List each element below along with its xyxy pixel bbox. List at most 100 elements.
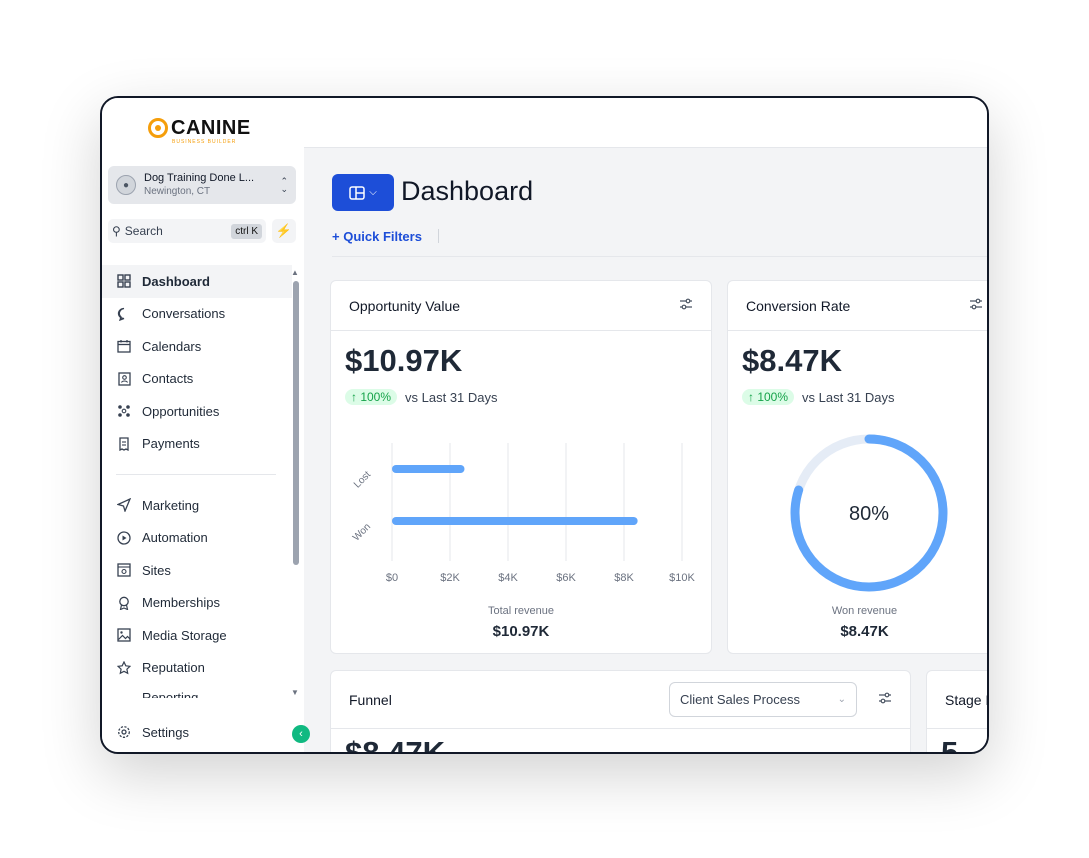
card-filter-icon[interactable]: [679, 298, 693, 313]
bar-won[interactable]: [392, 517, 638, 525]
x-tick-label: $2K: [440, 572, 460, 584]
sidebar-item-conversations[interactable]: Conversations: [102, 298, 292, 331]
sidebar-item-label: Memberships: [142, 595, 221, 611]
grid-icon: [116, 273, 132, 289]
change-badge: ↑ 100%: [742, 389, 795, 405]
send-icon: [116, 497, 132, 513]
brand-logo[interactable]: CANINE: [148, 118, 251, 138]
sidebar: CANINE BUSINESS BUILDER ● Dog Training D…: [102, 98, 304, 752]
sidebar-item-marketing[interactable]: Marketing: [102, 489, 292, 522]
award-icon: [116, 595, 132, 611]
play-circle-icon: [116, 530, 132, 546]
contact-book-icon: [116, 371, 132, 387]
sidebar-item-reporting-partial[interactable]: Reporting: [102, 684, 292, 698]
sidebar-item-payments[interactable]: Payments: [102, 428, 292, 461]
search-label: Search: [124, 224, 163, 238]
globe-icon: [116, 562, 132, 578]
brand-name: CANINE: [171, 117, 251, 139]
card-filter-icon[interactable]: [969, 298, 983, 313]
sidebar-item-opportunities[interactable]: Opportunities: [102, 395, 292, 428]
sidebar-nav: Dashboard Conversations Calendars Contac…: [102, 265, 292, 698]
sidebar-item-automation[interactable]: Automation: [102, 522, 292, 555]
gear-icon: [116, 724, 132, 740]
sidebar-item-label: Payments: [142, 436, 200, 452]
account-switcher[interactable]: ● Dog Training Done L... Newington, CT ⌃…: [108, 166, 296, 204]
app-window: CANINE BUSINESS BUILDER ● Dog Training D…: [100, 96, 989, 754]
sidebar-item-label: Marketing: [142, 497, 200, 513]
scroll-down-arrow-icon[interactable]: ▼: [291, 688, 299, 697]
chart-footer-label: Won revenue: [831, 605, 898, 617]
search-shortcut: ctrl K: [231, 223, 262, 239]
sidebar-scrollbar[interactable]: [293, 281, 299, 565]
card-title: Opportunity Value: [349, 297, 461, 314]
card-title: Funnel: [349, 691, 392, 708]
sidebar-item-calendars[interactable]: Calendars: [102, 330, 292, 363]
sidebar-item-label: Opportunities: [142, 403, 220, 419]
pipeline-select[interactable]: Client Sales Process ⌄: [669, 682, 857, 717]
sidebar-item-label: Calendars: [142, 338, 202, 354]
x-tick-label: $6K: [556, 572, 576, 584]
card-filter-icon[interactable]: [878, 692, 892, 707]
calendar-icon: [116, 338, 132, 354]
scroll-up-arrow-icon[interactable]: ▲: [291, 268, 299, 277]
sidebar-item-settings[interactable]: Settings: [102, 716, 304, 748]
sidebar-item-media-storage[interactable]: Media Storage: [102, 619, 292, 652]
conversion-rate-card: Conversion Rate $8.47K ↑ 100% vs Last 31…: [727, 280, 987, 654]
sidebar-item-contacts[interactable]: Contacts: [102, 363, 292, 396]
search-icon: ⚲: [112, 224, 121, 238]
account-location: Newington, CT: [144, 186, 211, 197]
logo-paw-icon: [148, 118, 168, 138]
x-tick-label: $10K: [669, 572, 695, 584]
collapse-sidebar-icon[interactable]: ‹: [292, 725, 310, 743]
sidebar-item-label: Automation: [142, 530, 208, 546]
funnel-total: $8.47K: [345, 735, 445, 754]
header-divider: [332, 256, 987, 257]
sidebar-item-label: Sites: [142, 562, 171, 578]
sidebar-item-label: Conversations: [142, 306, 226, 322]
sidebar-item-sites[interactable]: Sites: [102, 554, 292, 587]
funnel-card: Funnel Client Sales Process ⌄ $8.47K: [330, 670, 911, 754]
sidebar-item-label: Dashboard: [142, 273, 210, 289]
chevron-down-icon: ⌄: [837, 694, 846, 705]
comparison-label: vs Last 31 Days: [802, 389, 895, 405]
opportunity-bar-chart: $0 $2K $4K $6K $8K $10K Lost Won: [351, 443, 696, 584]
chart-footer-label: Total revenue: [487, 605, 555, 617]
chat-icon: [116, 306, 132, 322]
y-category-label: Won: [351, 521, 373, 543]
x-tick-label: $4K: [498, 572, 518, 584]
x-tick-label: $0: [386, 572, 398, 584]
sidebar-item-label: Settings: [142, 724, 189, 740]
sidebar-item-reputation[interactable]: Reputation: [102, 652, 292, 685]
nav-divider: [116, 474, 276, 475]
account-name: Dog Training Done L...: [144, 172, 255, 184]
donut-center-label: 80%: [849, 503, 889, 525]
bar-lost[interactable]: [392, 465, 465, 473]
search-box[interactable]: ⚲ Search ctrl K: [108, 219, 266, 243]
brand-tagline: BUSINESS BUILDER: [172, 139, 237, 145]
image-icon: [116, 627, 132, 643]
quick-filters-button[interactable]: + Quick Filters: [332, 229, 422, 244]
layout-icon: [349, 185, 365, 200]
quick-action-bolt-icon[interactable]: ⚡: [272, 219, 296, 243]
dashboard-switcher-button[interactable]: ⌵: [332, 174, 394, 211]
page-title: Dashboard: [401, 176, 534, 206]
card-title: Conversion Rate: [746, 297, 851, 314]
sidebar-item-label: Reputation: [142, 660, 205, 676]
stage-card: Stage D 5: [926, 670, 987, 754]
sidebar-item-label: Contacts: [142, 371, 194, 387]
sidebar-item-label: Media Storage: [142, 627, 227, 643]
pipeline-select-value: Client Sales Process: [680, 692, 800, 707]
stage-total: 5: [941, 735, 959, 754]
comparison-label: vs Last 31 Days: [405, 389, 498, 405]
sidebar-item-dashboard[interactable]: Dashboard: [102, 265, 292, 298]
x-tick-label: $8K: [614, 572, 634, 584]
sidebar-item-memberships[interactable]: Memberships: [102, 587, 292, 620]
top-bar: [304, 98, 987, 148]
change-badge: ↑ 100%: [345, 389, 398, 405]
chart-footer-value: $8.47K: [840, 623, 889, 640]
opportunity-total: $10.97K: [345, 343, 463, 378]
card-title: Stage D: [945, 691, 987, 708]
star-icon: [116, 660, 132, 676]
donut-slice-won[interactable]: [790, 434, 948, 592]
account-avatar-icon: ●: [116, 175, 136, 195]
